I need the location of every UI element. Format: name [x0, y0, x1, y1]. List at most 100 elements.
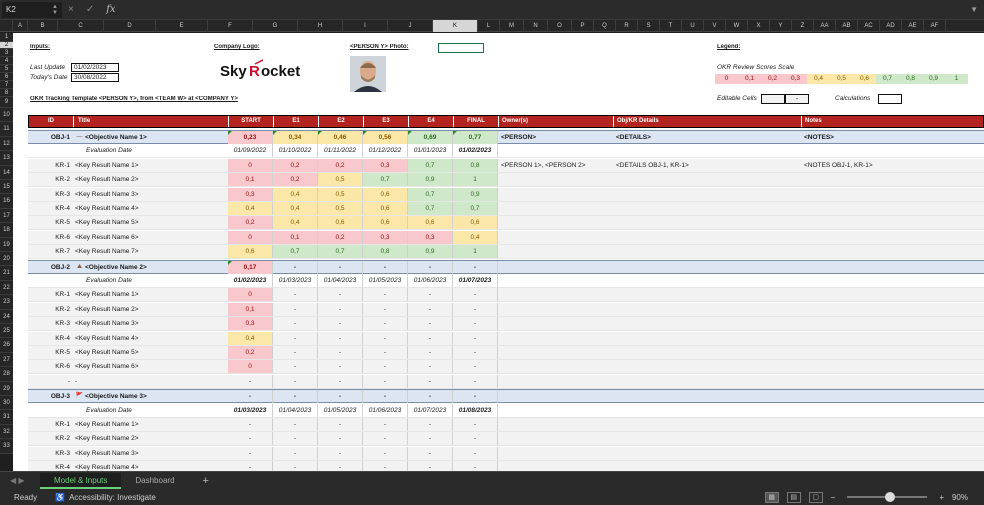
e1-score[interactable]: 0,34	[273, 131, 318, 144]
name-box-stepper-icon[interactable]: ▲ ▼	[52, 3, 58, 16]
column-header-C[interactable]: C	[58, 20, 104, 32]
e3-score[interactable]: -	[363, 260, 408, 274]
e2-score[interactable]: -	[318, 390, 363, 404]
accessibility-status[interactable]: ♿ Accessibility: Investigate	[55, 493, 156, 502]
e2-score[interactable]: -	[318, 260, 363, 274]
e1-score[interactable]: -	[273, 317, 318, 331]
e3-score[interactable]: -	[363, 346, 408, 359]
evaluation-date-label[interactable]: Evaluation Date	[86, 147, 132, 155]
e2-score[interactable]: -	[318, 374, 363, 388]
start-score[interactable]: 0,1	[228, 302, 273, 316]
e4-score[interactable]: -	[408, 331, 453, 345]
e4-score[interactable]: 0,9	[408, 173, 453, 187]
e4-score[interactable]: 0,7	[408, 187, 453, 201]
e3-score[interactable]: 0,8	[363, 245, 408, 259]
row-header-19[interactable]: 19	[0, 237, 13, 252]
final-score[interactable]: -	[453, 461, 498, 471]
e4-score[interactable]: 0,7	[408, 158, 453, 172]
row-title[interactable]: <Key Result Name 5>	[75, 349, 139, 356]
e4-score[interactable]: -	[408, 302, 453, 316]
row-header-20[interactable]: 20	[0, 252, 13, 267]
column-header-I[interactable]: I	[343, 20, 388, 32]
final-score[interactable]: -	[453, 302, 498, 316]
row-id[interactable]: OBJ-1	[50, 134, 70, 141]
final-score[interactable]: -	[453, 288, 498, 302]
e2-score[interactable]: -	[318, 461, 363, 471]
start-score[interactable]: 0	[228, 158, 273, 172]
start-score[interactable]: 0,6	[228, 245, 273, 259]
start-score[interactable]: 0	[228, 230, 273, 244]
e4-score[interactable]: -	[408, 461, 453, 471]
final-score[interactable]: -	[453, 260, 498, 274]
e4-score[interactable]: -	[408, 432, 453, 446]
row-header-7[interactable]: 7	[0, 81, 13, 89]
row-id[interactable]: KR-1	[55, 421, 70, 428]
start-score[interactable]: -	[228, 374, 273, 388]
e1-score[interactable]: 0,4	[273, 216, 318, 230]
row-header-9[interactable]: 9	[0, 97, 13, 108]
tab-scroll-icon[interactable]: ◀ ▶	[10, 476, 25, 485]
e2-score[interactable]: 01/04/2023	[318, 274, 363, 287]
e1-score[interactable]: -	[273, 432, 318, 446]
e3-score[interactable]: -	[363, 288, 408, 302]
e1-score[interactable]: 0,7	[273, 245, 318, 259]
last-update-input[interactable]: 01/02/2023	[71, 63, 119, 72]
e2-score[interactable]: -	[318, 288, 363, 302]
e2-score[interactable]: -	[318, 317, 363, 331]
start-score[interactable]: 0	[228, 288, 273, 302]
row-title[interactable]: <Key Result Name 4>	[75, 464, 139, 471]
notes-cell[interactable]: <NOTES>	[804, 134, 834, 141]
e2-score[interactable]: 0,46	[318, 131, 363, 144]
column-header-J[interactable]: J	[388, 20, 433, 32]
e3-score[interactable]: -	[363, 432, 408, 446]
e4-score[interactable]: -	[408, 346, 453, 359]
e2-score[interactable]: -	[318, 302, 363, 316]
row-header-12[interactable]: 12	[0, 136, 13, 152]
row-header-24[interactable]: 24	[0, 309, 13, 324]
row-header-31[interactable]: 31	[0, 410, 13, 425]
column-header-H[interactable]: H	[298, 20, 343, 32]
column-header-N[interactable]: N	[524, 20, 548, 32]
row-title[interactable]: <Objective Name 3>	[85, 393, 147, 401]
e3-score[interactable]: -	[363, 418, 408, 431]
column-header-T[interactable]: T	[660, 20, 682, 32]
row-title[interactable]: <Key Result Name 4>	[75, 205, 139, 212]
final-score[interactable]: -	[453, 390, 498, 404]
start-score[interactable]: -	[228, 390, 273, 404]
row-id[interactable]: KR-3	[55, 449, 70, 457]
today-date-input[interactable]: 30/08/2022	[71, 73, 119, 82]
e4-score[interactable]: -	[408, 446, 453, 460]
final-score[interactable]: -	[453, 446, 498, 460]
start-score[interactable]: 0,23	[228, 131, 273, 144]
e1-score[interactable]: -	[273, 260, 318, 274]
e2-score[interactable]: -	[318, 432, 363, 446]
start-score[interactable]: 0,3	[228, 317, 273, 331]
final-score[interactable]: 01/08/2023	[453, 403, 498, 417]
row-title[interactable]: <Key Result Name 3>	[75, 449, 139, 457]
row-header-4[interactable]: 4	[0, 57, 13, 65]
normal-view-icon[interactable]: ▦	[764, 491, 779, 503]
row-id[interactable]: KR-2	[55, 435, 70, 443]
column-header-Y[interactable]: Y	[770, 20, 792, 32]
row-title[interactable]: <Key Result Name 5>	[75, 219, 139, 227]
row-title[interactable]: <Key Result Name 2>	[75, 305, 139, 313]
e1-score[interactable]: 0,1	[273, 230, 318, 244]
zoom-slider[interactable]	[847, 492, 928, 502]
row-title[interactable]: <Key Result Name 2>	[75, 176, 139, 184]
row-id[interactable]: KR-2	[55, 305, 70, 313]
row-header-21[interactable]: 21	[0, 266, 13, 281]
e3-score[interactable]: 01/06/2023	[363, 403, 408, 417]
column-header-R[interactable]: R	[616, 20, 638, 32]
final-score[interactable]: 0,8	[453, 158, 498, 172]
e4-score[interactable]: 0,9	[408, 245, 453, 259]
column-header-V[interactable]: V	[704, 20, 726, 32]
e3-score[interactable]: -	[363, 374, 408, 388]
column-header-Q[interactable]: Q	[594, 20, 616, 32]
e3-score[interactable]: -	[363, 331, 408, 345]
row-title[interactable]: <Key Result Name 3>	[75, 320, 139, 328]
column-header-AD[interactable]: AD	[880, 20, 902, 32]
e1-score[interactable]: -	[273, 360, 318, 374]
row-id[interactable]: OBJ-2	[50, 263, 70, 271]
column-header-L[interactable]: L	[478, 20, 500, 32]
notes-cell[interactable]: <NOTES OBJ-1, KR-1>	[804, 161, 873, 169]
